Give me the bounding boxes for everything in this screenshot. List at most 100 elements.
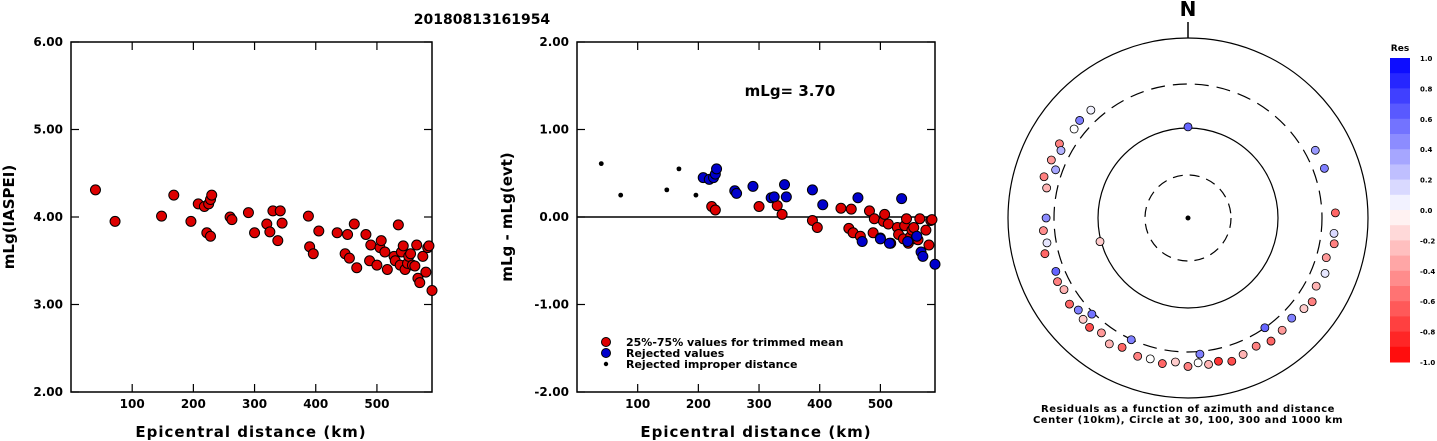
residual-data-point [868, 213, 880, 225]
magnitude-data-point [276, 217, 288, 229]
residual-data-point [863, 205, 875, 217]
polar-station-point [1145, 354, 1155, 364]
polar-station-point [1041, 213, 1051, 223]
magnitude-data-point [274, 205, 286, 217]
polar-station-point [1266, 336, 1276, 346]
magnitude-data-point [168, 189, 180, 201]
polar-station-point [1097, 328, 1106, 338]
residual-x-tick-label: 100 [625, 397, 650, 411]
magnitude-data-point [313, 225, 325, 237]
colorbar-tick-label: -0.2 [1420, 237, 1435, 245]
polar-station-point [1051, 266, 1061, 276]
polar-station-point [1087, 309, 1097, 319]
magnitude-data-point [417, 250, 429, 262]
magnitude-data-point [307, 248, 319, 260]
residual-data-point [883, 237, 895, 249]
magnitude-data-point [302, 210, 314, 222]
legend-marker [601, 348, 611, 358]
colorbar-tick-label: 0.8 [1420, 85, 1433, 93]
residual-colorbar: Res 1.0 0.8 0.6 0.4 0.2 0.0 -0.2 -0.4 -0.6 -0.8 -1… [1390, 44, 1435, 367]
residual-data-point [852, 192, 864, 204]
polar-station-point [1171, 357, 1180, 367]
magnitude-data-point [397, 240, 409, 252]
polar-station-point [1193, 358, 1203, 368]
magnitude-y-axis-label: mLg(IASPEI) [0, 165, 18, 269]
magnitude-points [89, 184, 438, 296]
magnitude-data-point [205, 230, 217, 242]
residual-data-point [923, 239, 935, 251]
residual-panel: -2.00 -1.00 0.00 1.00 2.00 100 200 300 400 500 m… [498, 35, 941, 441]
legend-marker [601, 337, 611, 347]
colorbar-swatches [1390, 58, 1410, 363]
colorbar-tick-label: 0.6 [1420, 116, 1433, 124]
residual-data-point [911, 230, 923, 242]
colorbar-swatch [1390, 88, 1410, 105]
polar-station-point [1277, 325, 1287, 335]
residual-y-axis-label: mLg - mLg(evt) [498, 152, 516, 281]
epicenter-dot [1185, 215, 1191, 221]
ring-1000km [1007, 37, 1369, 399]
magnitude-y-tick-label: 5.00 [33, 123, 63, 137]
north-label: N [1180, 0, 1197, 21]
polar-caption-line1: Residuals as a function of azimuth and d… [1041, 404, 1335, 415]
polar-station-point [1039, 172, 1049, 182]
residual-data-point [806, 184, 818, 196]
polar-station-point [1042, 238, 1052, 248]
residual-x-tick-label: 400 [807, 397, 832, 411]
polar-station-point [1059, 285, 1069, 295]
residual-data-point [776, 208, 788, 220]
magnitude-data-point [420, 266, 432, 278]
colorbar-swatch [1390, 179, 1410, 196]
magnitude-x-tick-label: 400 [303, 397, 328, 411]
magnitude-y-ticks: 2.00 3.00 4.00 5.00 6.00 [33, 35, 432, 399]
residual-data-point [747, 180, 759, 192]
polar-station-point [1287, 313, 1297, 323]
residual-x-ticks: 100 200 300 400 500 [625, 42, 893, 411]
magnitude-x-tick-label: 100 [120, 397, 145, 411]
polar-station-point [1056, 146, 1066, 155]
magnitude-data-point [392, 219, 404, 231]
magnitude-y-tick-label: 4.00 [33, 210, 63, 224]
polar-station-point [1126, 335, 1136, 345]
colorbar-swatch [1390, 286, 1410, 302]
residual-x-tick-label: 200 [686, 397, 711, 411]
residual-data-point [693, 192, 699, 198]
colorbar-tick-label: 0.4 [1420, 146, 1433, 154]
polar-station-point [1195, 349, 1205, 359]
polar-station-point [1095, 237, 1105, 246]
colorbar-swatch [1390, 301, 1410, 317]
residual-data-point [768, 191, 780, 203]
residual-data-point [618, 192, 624, 198]
residual-data-point [917, 250, 929, 262]
polar-station-point [1075, 116, 1085, 125]
ring-300km [1053, 83, 1323, 353]
colorbar-swatch [1390, 255, 1410, 272]
magnitude-data-point [414, 277, 426, 289]
residual-data-point [926, 214, 938, 226]
magnitude-data-point [411, 239, 423, 251]
polar-station-point [1133, 351, 1143, 361]
polar-station-point [1320, 268, 1330, 278]
colorbar-swatch [1390, 118, 1410, 135]
polar-station-point [1069, 124, 1079, 134]
polar-station-point [1310, 145, 1320, 155]
magnitude-y-tick-label: 2.00 [33, 385, 63, 399]
polar-station-point [1053, 277, 1062, 287]
colorbar-tick-label: -0.4 [1420, 268, 1435, 276]
magnitude-data-point [423, 240, 435, 252]
polar-station-point [1065, 299, 1074, 309]
residual-data-point [811, 222, 823, 233]
magnitude-data-point [249, 227, 261, 239]
polar-caption-line2: Center (10km), Circle at 30, 100, 300 an… [1033, 415, 1343, 426]
ring-30km [1144, 174, 1232, 262]
residual-points [598, 161, 941, 270]
residual-legend: 25%-75% values for trimmed meanRejected … [601, 336, 843, 371]
polar-station-point [1046, 155, 1056, 165]
colorbar-swatch [1390, 149, 1410, 165]
legend-label: Rejected values [626, 347, 725, 360]
colorbar-swatch [1390, 331, 1410, 348]
polar-station-point [1329, 228, 1339, 238]
polar-station-point [1042, 183, 1052, 193]
residual-y-tick-label: -1.00 [534, 298, 569, 312]
colorbar-tick-label: 1.0 [1420, 55, 1433, 63]
